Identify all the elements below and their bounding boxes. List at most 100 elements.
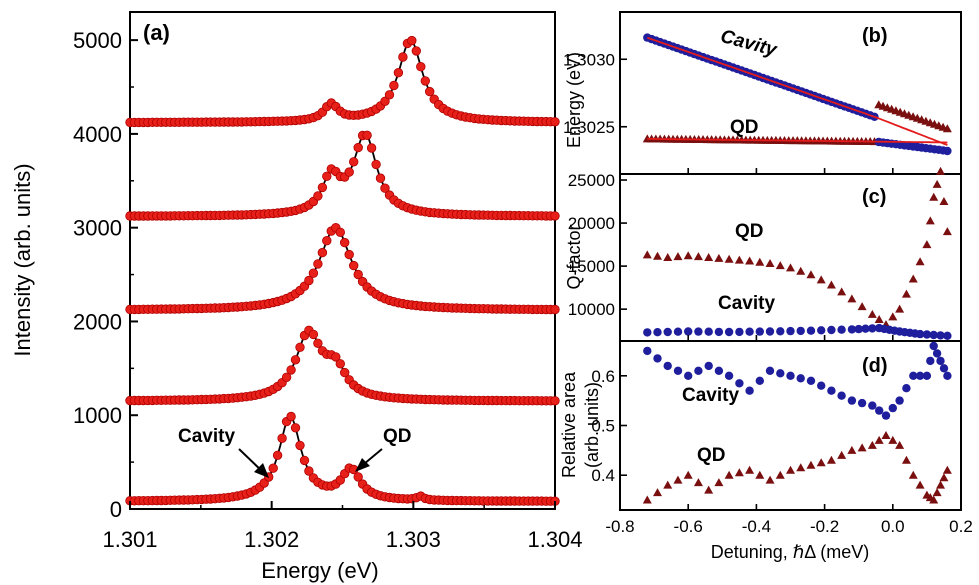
qd-qfactor-point (796, 266, 806, 275)
cavity-area-point (817, 381, 826, 390)
qd-area-point (932, 488, 942, 497)
panel-c-ylabel: Q-factor (564, 224, 584, 289)
cavity-area-point (806, 376, 816, 385)
panel-d: 0.4 0.5 0.6 -0.8 -0.6 -0.4 -0.2 0.0 0.2 (d) Rela… (559, 340, 973, 562)
cavity-qfactor-point (653, 328, 662, 337)
y-tick-label: 10000 (568, 300, 615, 319)
cavity-area-point (714, 366, 724, 375)
cavity-qfactor-point (806, 326, 816, 335)
qd-qfactor-point (888, 312, 898, 321)
cavity-qfactor-point (817, 326, 826, 335)
spectrum-point (384, 90, 395, 100)
cavity-qfactor-point (755, 327, 764, 336)
cavity-area-point (895, 396, 904, 405)
spectrum-point (550, 117, 560, 127)
x-tick-label: 1.302 (244, 527, 299, 552)
cavity-area-point (868, 401, 877, 410)
qd-area-point (901, 455, 911, 464)
spectrum-point (411, 46, 422, 56)
y-tick-label: 0.6 (591, 367, 615, 386)
cavity-area-point (653, 354, 662, 363)
qd-qfactor-point (673, 252, 683, 261)
spectrum-point (335, 227, 346, 238)
cavity-qfactor-point (861, 324, 870, 333)
cavity-area-point (857, 398, 867, 408)
annotation-qd-arrowhead (355, 458, 370, 472)
spectrum-point (340, 237, 350, 248)
qd-area-point (642, 495, 652, 504)
qd-area-point (755, 470, 765, 479)
qd-qfactor-point (837, 287, 847, 296)
cavity-qfactor-point (643, 328, 652, 337)
cavity-qfactor-point (837, 325, 846, 334)
cavity-point (943, 146, 952, 156)
spectrum-point (416, 61, 426, 72)
y-tick-label: 1000 (73, 403, 122, 428)
x-tick-label: -0.4 (742, 517, 771, 536)
qd-area-point (816, 458, 826, 467)
spectrum-point (425, 86, 435, 97)
spectrum-point (281, 372, 292, 383)
spectrum-point (322, 171, 332, 182)
cavity-area-point (922, 371, 932, 380)
cavity-qfactor-point (929, 330, 938, 340)
cavity-qfactor-point (735, 327, 744, 337)
spectrum-point (277, 433, 287, 444)
spectrum-point (308, 329, 319, 340)
spectrum-point (308, 268, 319, 278)
qd-area-point (653, 488, 663, 497)
cavity-qfactor-point (868, 324, 877, 333)
spectrum-point (380, 96, 390, 107)
qd-qfactor-point (867, 309, 877, 318)
cavity-qfactor-point (827, 325, 836, 335)
y-tick-label: 25000 (568, 171, 615, 190)
spectrum-point (290, 423, 301, 433)
annotation-cavity: Cavity (178, 426, 235, 447)
panel-c: 10000 15000 20000 25000 (c) Q-factor QD Cav… (564, 166, 962, 342)
legend-qd-c: QD (735, 221, 764, 242)
spectrum-point (550, 304, 560, 315)
cavity-area-point (673, 366, 683, 375)
spectrum-point (420, 76, 431, 86)
panel-b-marks (642, 33, 952, 156)
qd-qfactor-point (874, 314, 884, 323)
qd-area-point (663, 480, 673, 489)
spectrum-point (362, 130, 372, 141)
qd-qfactor-point (826, 280, 836, 289)
x-tick-label: 0.0 (881, 517, 905, 536)
panel-a-ylabel: Intensity (arb. units) (10, 163, 35, 356)
qd-qfactor-point (901, 289, 911, 298)
cavity-area-point (796, 374, 805, 383)
spectrum-point (371, 159, 381, 170)
spectrum-point (268, 463, 278, 473)
cavity-qfactor-point (854, 324, 863, 334)
cavity-area-point (684, 371, 693, 380)
qd-area-point (939, 473, 949, 482)
qd-qfactor-point (936, 166, 946, 175)
qd-qfactor-point (683, 251, 693, 260)
cavity-qfactor-point (704, 327, 713, 336)
cavity-qfactor-point (663, 327, 672, 337)
spectrum-point (340, 367, 350, 378)
panel-d-marks (642, 341, 952, 504)
spectrum-point (407, 35, 417, 46)
qd-area-point (874, 435, 884, 444)
spectrum-point (286, 365, 296, 375)
qd-qfactor-point (653, 251, 663, 260)
cavity-qfactor-point (776, 327, 785, 336)
cavity-qfactor-point (765, 327, 775, 336)
spectrum-point (295, 440, 305, 451)
spectrum-point (295, 342, 305, 353)
qd-area-point (857, 443, 867, 452)
cavity-area-point (915, 371, 925, 380)
spectrum-point (286, 411, 296, 422)
spectrum-point (380, 183, 390, 193)
y-tick-label: 5000 (73, 28, 122, 53)
qd-qfactor-point (775, 261, 785, 270)
y-tick-label: 15000 (568, 257, 615, 276)
cavity-fit-line (646, 36, 948, 146)
spectrum-point (290, 355, 301, 365)
qd-qfactor-point (693, 252, 703, 261)
spectrum-point (322, 235, 332, 246)
y-tick-label: 20000 (568, 214, 615, 233)
